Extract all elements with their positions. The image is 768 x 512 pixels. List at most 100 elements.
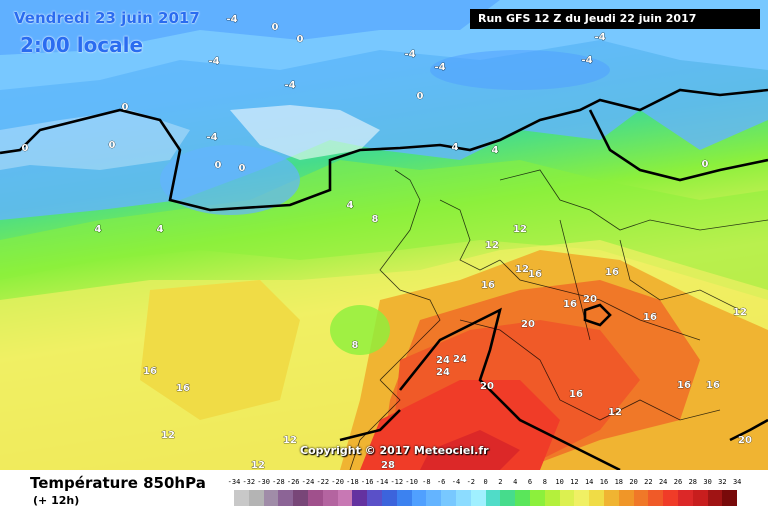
isotherm-label: 20 [521,319,535,330]
legend-label: -34 [227,478,241,486]
legend-label: -6 [436,478,446,486]
legend-swatch [248,490,264,506]
isotherm-label: 12 [608,407,622,418]
legend-swatch [500,490,516,506]
isotherm-label: 16 [176,383,190,394]
isotherm-label: 4 [492,145,499,156]
legend-label: -26 [286,478,300,486]
isotherm-label: 20 [480,381,494,392]
isotherm-label: 0 [417,91,424,102]
legend-swatch [456,490,471,506]
isotherm-label: -4 [581,55,592,66]
isotherm-label: 20 [738,435,752,446]
run-info-badge: Run GFS 12 Z du Jeudi 22 juin 2017 [470,9,760,29]
legend-swatch [367,490,382,506]
legend-swatch [604,490,619,506]
legend-label: -10 [405,478,418,486]
isotherm-label: 24 [453,354,467,365]
isotherm-label: 4 [95,224,102,235]
legend-swatch [234,490,249,506]
isotherm-label: 16 [563,299,577,310]
legend-label: -28 [272,478,285,486]
isotherm-label: 16 [481,280,495,291]
legend-swatch [707,490,723,506]
temperature-map: -4 0 0 -4 -4 -4 -4 0 0 0 0 0 0 4 4 4 4 4 8 8 12 12 16 16 16 12 16 2… [0,0,768,470]
legend-label: 20 [629,478,638,486]
legend-swatch [692,490,708,506]
isotherm-label: 8 [352,340,359,351]
legend-swatch [308,490,323,506]
legend-label: 0 [483,478,488,486]
legend-swatch [722,490,738,506]
isotherm-label: 16 [528,269,542,280]
isotherm-label: 0 [215,160,222,171]
isotherm-label: 8 [372,214,379,225]
legend-label: 16 [599,478,609,486]
isotherm-label: 0 [272,22,279,33]
isotherm-label: 16 [569,389,583,400]
legend-label: -32 [242,478,256,486]
legend-label: -2 [466,478,476,486]
legend-swatch [263,490,279,506]
isotherm-label: 12 [515,264,529,275]
legend-swatch [322,490,338,506]
isotherm-label: 4 [347,200,354,211]
legend-label: 26 [673,478,683,486]
legend-swatch [396,490,412,506]
legend-label: 32 [718,478,727,486]
legend-swatch [515,490,530,506]
copyright-notice: Copyright © 2017 Meteociel.fr [300,444,489,457]
isotherm-label: -4 [208,56,219,67]
isotherm-label: 16 [143,366,157,377]
legend-swatch [633,490,649,506]
legend-swatch [559,490,575,506]
isotherm-label: -4 [284,80,295,91]
isotherm-label: 12 [513,224,527,235]
legend-label: 30 [703,478,712,486]
legend-swatch [544,490,560,506]
legend-label: 18 [614,478,624,486]
isotherm-label: 16 [643,312,657,323]
isotherm-label: 0 [22,143,29,154]
isotherm-label: 0 [297,34,304,45]
isotherm-label: 0 [702,159,709,170]
legend-label: 22 [644,478,653,486]
lead-time: (+ 12h) [33,494,80,507]
isotherm-label: 20 [583,294,597,305]
legend-swatch [382,490,397,506]
isotherm-label: 24 [436,367,450,378]
parameter-title: Température 850hPa [30,474,206,492]
isotherm-label: 16 [677,380,691,391]
legend-label: -16 [360,478,374,486]
legend-swatch [663,490,678,506]
color-legend: -34 -32 -30 -28 -26 -24 -22 -20 -18 -16 -14 -12 -10-… [224,478,756,510]
isotherm-label: 12 [283,435,297,446]
isotherm-label: 12 [161,430,175,441]
legend-swatch [648,490,664,506]
isotherm-label: 0 [122,102,129,113]
legend-swatch [337,490,353,506]
isotherm-label: 12 [485,240,499,251]
legend-label: -20 [331,478,344,486]
legend-label: 24 [658,478,668,486]
legend-label: -12 [390,478,404,486]
legend-swatch [678,490,693,506]
legend-swatch [574,490,590,506]
legend-label: -8 [422,478,431,486]
legend-swatch [411,490,427,506]
legend-label: -4 [451,478,461,486]
legend-label: 10 [555,478,564,486]
isotherm-label: 16 [605,267,619,278]
legend-swatch [470,490,486,506]
legend-label: 12 [570,478,579,486]
isotherm-label: 0 [109,140,116,151]
legend-label: -18 [346,478,359,486]
legend-swatch [589,490,604,506]
legend-label: 4 [513,478,518,486]
isotherm-label: 4 [452,142,459,153]
legend-swatch [352,490,368,506]
legend-swatch [293,490,308,506]
legend-swatch [618,490,634,506]
legend-label: -24 [301,478,315,486]
isotherm-label: 0 [239,163,246,174]
